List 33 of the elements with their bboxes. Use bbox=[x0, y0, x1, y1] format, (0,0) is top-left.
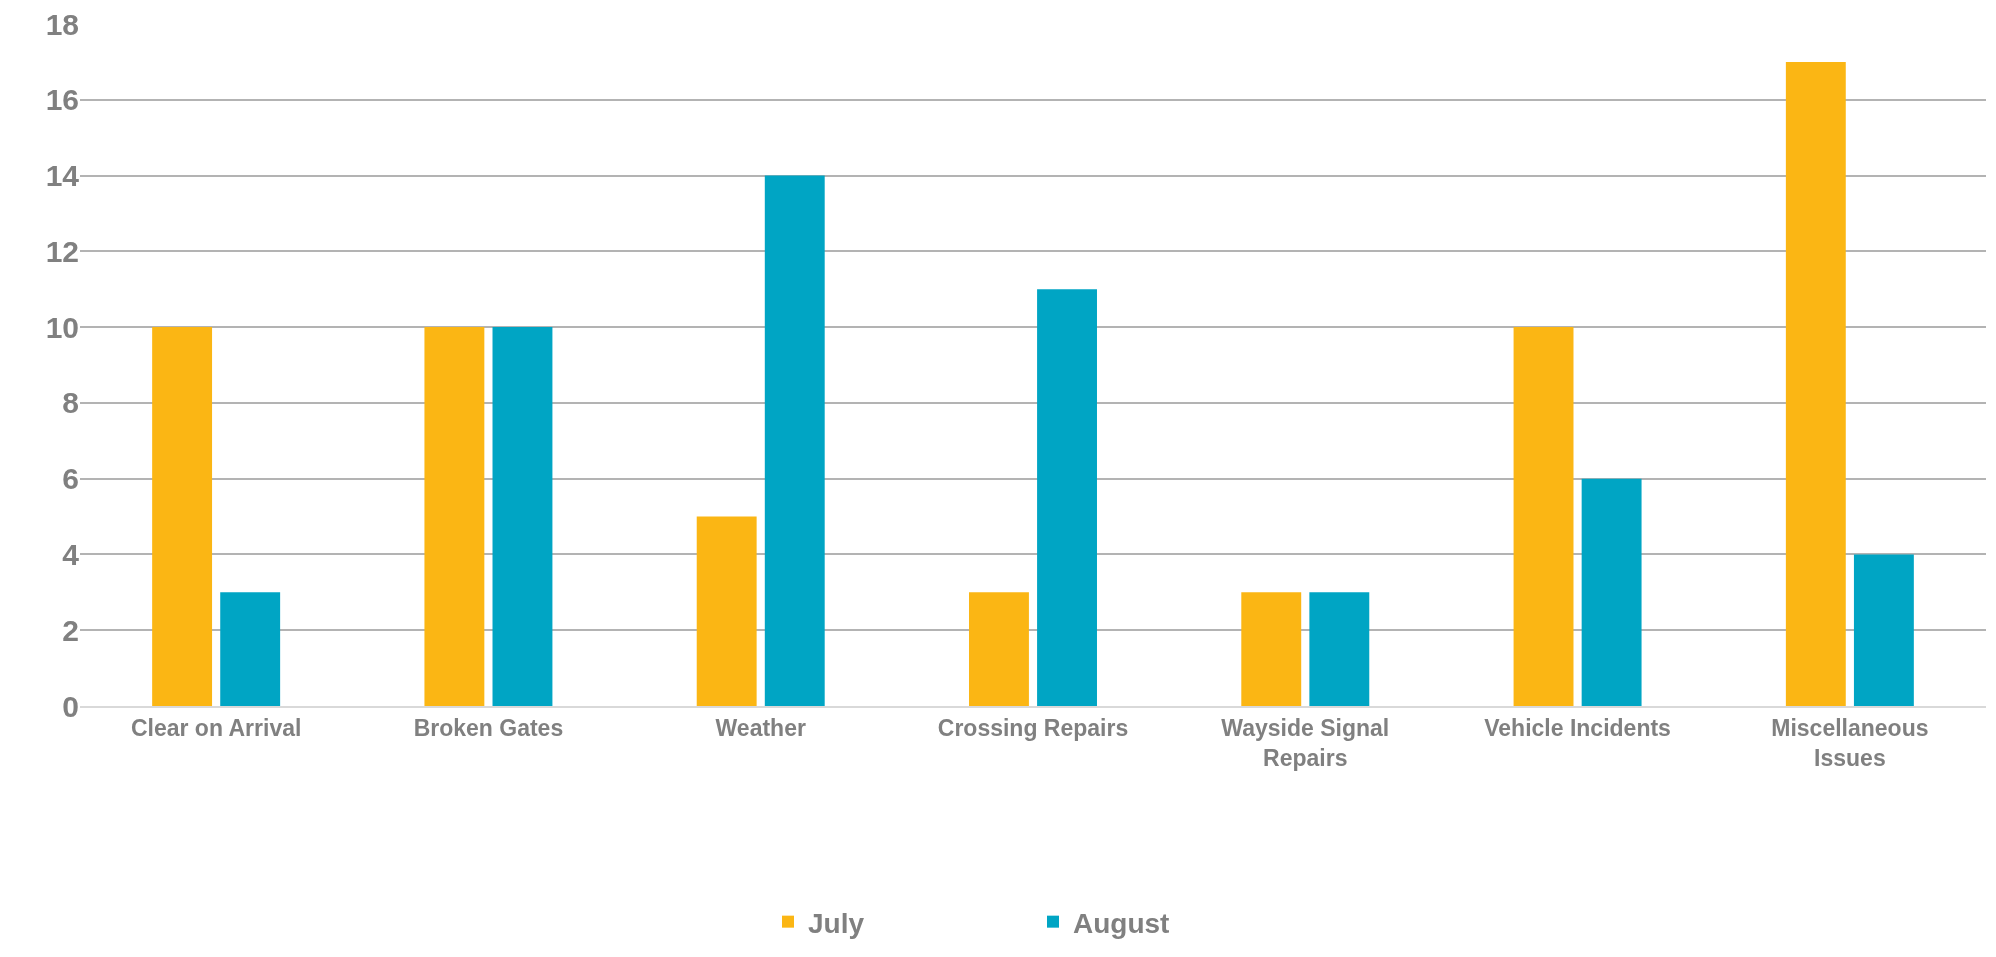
bar bbox=[152, 327, 213, 706]
x-tick-label: Broken Gates bbox=[413, 714, 564, 741]
bar bbox=[696, 516, 757, 706]
y-tick-label: 12 bbox=[45, 234, 79, 268]
y-tick-label: 14 bbox=[45, 159, 80, 193]
legend-label: July bbox=[808, 907, 865, 939]
bar bbox=[1853, 554, 1914, 706]
x-tick-label: Clear on Arrival bbox=[130, 714, 302, 741]
legend-label: August bbox=[1073, 907, 1170, 939]
y-tick-label: 2 bbox=[62, 613, 79, 647]
x-tick-label: Vehicle Incidents bbox=[1484, 714, 1671, 741]
y-tick-label: 16 bbox=[45, 83, 79, 117]
y-tick-label: 10 bbox=[45, 310, 79, 344]
bar bbox=[1037, 289, 1097, 706]
bar bbox=[764, 175, 825, 706]
y-tick-label: 4 bbox=[62, 537, 80, 571]
x-tick-label: Crossing Repairs bbox=[937, 714, 1129, 741]
bar bbox=[492, 327, 553, 706]
x-tick-label: Wayside Signal Repairs bbox=[1221, 714, 1390, 771]
y-tick-label: 18 bbox=[45, 7, 79, 41]
bar bbox=[424, 327, 485, 706]
y-tick-label: 0 bbox=[62, 689, 79, 723]
x-tick-label: Miscellaneous Issues bbox=[1771, 714, 1929, 771]
y-tick-label: 8 bbox=[62, 386, 79, 420]
y-tick-label: 6 bbox=[62, 462, 79, 496]
bar bbox=[1241, 592, 1302, 706]
bar bbox=[1309, 592, 1370, 706]
bar bbox=[1581, 478, 1642, 706]
bar bbox=[1513, 327, 1574, 706]
bar bbox=[969, 592, 1029, 706]
x-tick-label: Weather bbox=[715, 714, 806, 741]
bar bbox=[220, 592, 281, 706]
bar bbox=[1785, 61, 1846, 706]
